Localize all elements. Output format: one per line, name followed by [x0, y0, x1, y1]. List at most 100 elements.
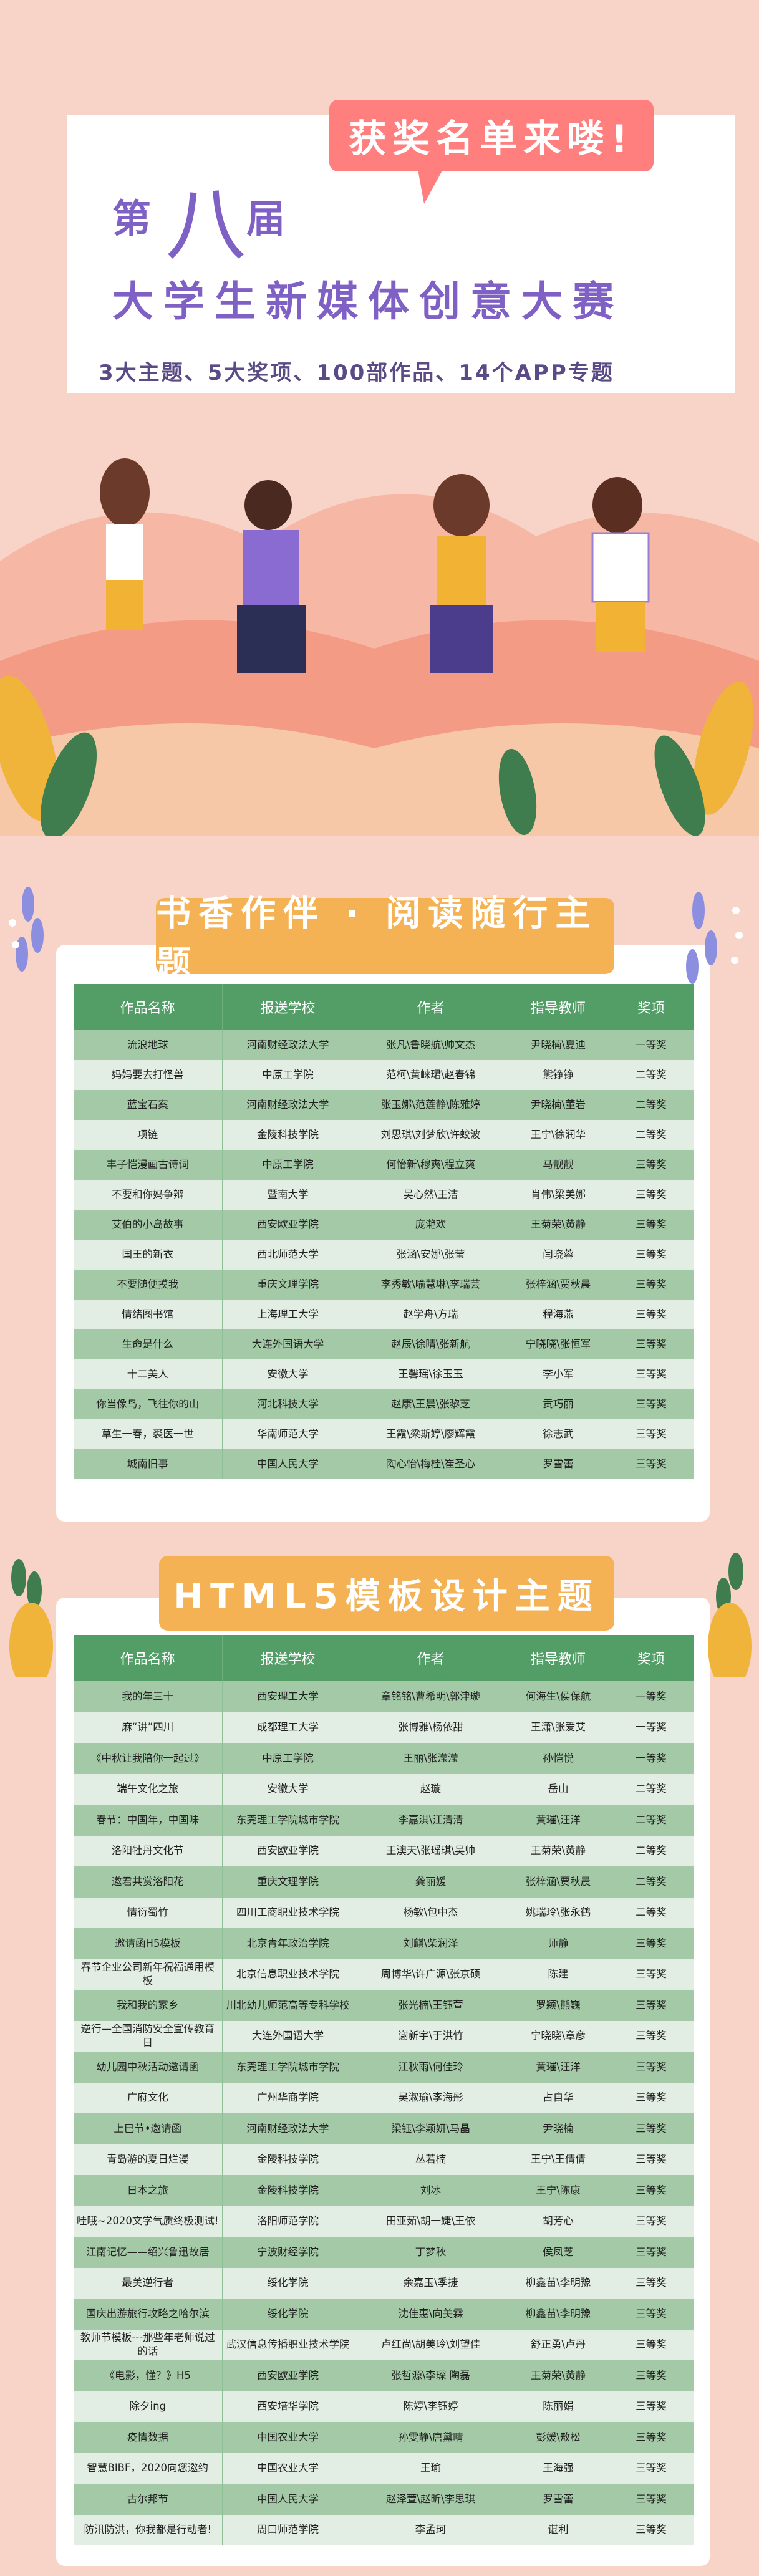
- advisor-cell: 王海强: [508, 2453, 609, 2484]
- school-cell: 安徽大学: [222, 1359, 354, 1389]
- award-cell: 一等奖: [609, 1712, 694, 1743]
- award-cell: 一等奖: [609, 1743, 694, 1774]
- author-cell: 章铭铭\曹希明\郭津璇: [354, 1681, 508, 1712]
- advisor-cell: 黄璀\汪洋: [508, 2052, 609, 2083]
- school-cell: 暨南大学: [222, 1180, 354, 1210]
- table-row: 哇哦~2020文学气质终极测试! 洛阳师范学院 田亚茹\胡一婕\王依 胡芳心 三等奖: [74, 2206, 694, 2237]
- award-cell: 二等奖: [609, 1897, 694, 1928]
- school-cell: 洛阳师范学院: [222, 2206, 354, 2237]
- school-cell: 北京青年政治学院: [222, 1928, 354, 1959]
- table-row: 国王的新衣 西北师范大学 张涵\安娜\张莹 闫晓蓉 三等奖: [74, 1240, 694, 1270]
- school-cell: 西安理工大学: [222, 1681, 354, 1712]
- award-cell: 三等奖: [609, 2237, 694, 2268]
- work-name-cell: 不要和你妈争辩: [74, 1180, 223, 1210]
- advisor-cell: 熊铮铮: [508, 1060, 609, 1090]
- table-row: 端午文化之旅 安徽大学 赵璇 岳山 二等奖: [74, 1773, 694, 1805]
- author-cell: 李秀敏\喻慧琳\李瑞芸: [354, 1270, 508, 1300]
- work-name-cell: 国庆出游旅行攻略之哈尔滨: [74, 2299, 223, 2330]
- school-cell: 宁波财经学院: [222, 2237, 354, 2268]
- work-name-cell: 逆行—全国消防安全宣传教育日: [74, 2020, 223, 2052]
- award-cell: 三等奖: [609, 2484, 694, 2515]
- table-row: 草生一春，裘医一世 华南师范大学 王霞\梁斯婷\廖辉霞 徐志武 三等奖: [74, 1419, 694, 1449]
- table-row: 妈妈要去打怪兽 中原工学院 范柯\黄崃珺\赵春锦 熊铮铮 二等奖: [74, 1060, 694, 1090]
- school-cell: 西安培华学院: [222, 2391, 354, 2422]
- work-name-cell: 情衍蜀竹: [74, 1897, 223, 1928]
- work-name-cell: 上巳节•邀请函: [74, 2113, 223, 2144]
- table-row: 我的年三十 西安理工大学 章铭铭\曹希明\郭津璇 何海生\侯保航 一等奖: [74, 1681, 694, 1712]
- table-row: 我和我的家乡 川北幼儿师范高等专科学校 张光楠\王钰萱 罗颖\熊巍 三等奖: [74, 1990, 694, 2021]
- table-row: 广府文化 广州华商学院 吴淑瑜\李海彤 占自华 三等奖: [74, 2082, 694, 2113]
- author-cell: 王霞\梁斯婷\廖辉霞: [354, 1419, 508, 1449]
- author-cell: 丛若楠: [354, 2144, 508, 2175]
- section1-title-badge: 书香作伴 · 阅读随行主题: [156, 894, 614, 985]
- author-cell: 李嘉淇\江清清: [354, 1805, 508, 1836]
- table-row: 不要和你妈争辩 暨南大学 吴心然\王洁 肖伟\梁美娜 三等奖: [74, 1180, 694, 1210]
- award-cell: 三等奖: [609, 2082, 694, 2113]
- school-cell: 广州华商学院: [222, 2082, 354, 2113]
- school-cell: 大连外国语大学: [222, 1329, 354, 1359]
- table-row: 流浪地球 河南财经政法大学 张凡\鲁晓航\帅文杰 尹晓楠\夏迪 一等奖: [74, 1030, 694, 1060]
- work-name-cell: 哇哦~2020文学气质终极测试!: [74, 2206, 223, 2237]
- work-name-cell: 你当像鸟，飞往你的山: [74, 1389, 223, 1419]
- author-cell: 刘冰: [354, 2175, 508, 2206]
- table-row: 除夕ing 西安培华学院 陈婷\李钰婷 陈丽娟 三等奖: [74, 2391, 694, 2422]
- award-cell: 二等奖: [609, 1773, 694, 1805]
- table-row: 智慧BIBF，2020向您邀约 中国农业大学 王瑜 王海强 三等奖: [74, 2453, 694, 2484]
- author-cell: 刘麒\柴润泽: [354, 1928, 508, 1959]
- work-name-cell: 洛阳牡丹文化节: [74, 1835, 223, 1866]
- advisor-cell: 彭媛\敖松: [508, 2422, 609, 2453]
- work-name-cell: 十二美人: [74, 1359, 223, 1389]
- section2-award-table: 作品名称 报送学校 作者 指导教师 奖项 我的年三十 西安理工大学 章铭铭\曹希明\…: [74, 1635, 694, 2545]
- work-name-cell: 春节：中国年，中国味: [74, 1805, 223, 1836]
- column-header-award: 奖项: [609, 1635, 694, 1681]
- advisor-cell: 侯凤芝: [508, 2237, 609, 2268]
- advisor-cell: 宁晓晓\张恒军: [508, 1329, 609, 1359]
- work-name-cell: 青岛游的夏日烂漫: [74, 2144, 223, 2175]
- work-name-cell: 流浪地球: [74, 1030, 223, 1060]
- work-name-cell: 国王的新衣: [74, 1240, 223, 1270]
- work-name-cell: 邀请函H5模板: [74, 1928, 223, 1959]
- school-cell: 中原工学院: [222, 1150, 354, 1180]
- person-2: [237, 480, 306, 673]
- column-header-author: 作者: [354, 984, 508, 1030]
- award-cell: 三等奖: [609, 2329, 694, 2360]
- award-cell: 三等奖: [609, 2144, 694, 2175]
- speech-bubble-tail: [418, 170, 443, 204]
- work-name-cell: 最美逆行者: [74, 2267, 223, 2299]
- advisor-cell: 肖伟\梁美娜: [508, 1180, 609, 1210]
- work-name-cell: 生命是什么: [74, 1329, 223, 1359]
- person-4: [591, 477, 650, 652]
- school-cell: 中原工学院: [222, 1060, 354, 1090]
- speech-bubble: 获奖名单来喽!: [329, 100, 654, 171]
- school-cell: 川北幼儿师范高等专科学校: [222, 1990, 354, 2021]
- work-name-cell: 情绪图书馆: [74, 1300, 223, 1329]
- award-cell: 二等奖: [609, 1120, 694, 1150]
- advisor-cell: 柳鑫苗\李明豫: [508, 2267, 609, 2299]
- author-cell: 谢新宇\于洪竹: [354, 2020, 508, 2052]
- school-cell: 金陵科技学院: [222, 2175, 354, 2206]
- table-row: 情衍蜀竹 四川工商职业技术学院 杨敏\包中杰 姚瑞玲\张永鹤 二等奖: [74, 1897, 694, 1928]
- author-cell: 王澳天\张瑶琪\吴帅: [354, 1835, 508, 1866]
- author-cell: 田亚茹\胡一婕\王依: [354, 2206, 508, 2237]
- advisor-cell: 闫晓蓉: [508, 1240, 609, 1270]
- school-cell: 重庆文理学院: [222, 1866, 354, 1898]
- edition-number: 八: [165, 177, 247, 272]
- jumping-students-illustration: [0, 458, 759, 836]
- column-header-work: 作品名称: [74, 1635, 223, 1681]
- school-cell: 成都理工大学: [222, 1712, 354, 1743]
- award-cell: 三等奖: [609, 1389, 694, 1419]
- work-name-cell: 教师节模板---那些年老师说过的话: [74, 2329, 223, 2360]
- award-cell: 三等奖: [609, 1959, 694, 1990]
- advisor-cell: 孙恺悦: [508, 1743, 609, 1774]
- author-cell: 陈婷\李钰婷: [354, 2391, 508, 2422]
- advisor-cell: 尹晓楠: [508, 2113, 609, 2144]
- award-cell: 三等奖: [609, 1210, 694, 1240]
- work-name-cell: 江南记忆——绍兴鲁迅故居: [74, 2237, 223, 2268]
- advisor-cell: 王菊荣\黄静: [508, 1210, 609, 1240]
- advisor-cell: 尹晓楠\董岩: [508, 1090, 609, 1120]
- school-cell: 西北师范大学: [222, 1240, 354, 1270]
- work-name-cell: 麻“讲”四川: [74, 1712, 223, 1743]
- author-cell: 梁钰\李颖妍\马晶: [354, 2113, 508, 2144]
- table-row: 城南旧事 中国人民大学 陶心怡\梅桂\崔圣心 罗雪蕾 三等奖: [74, 1449, 694, 1479]
- table-row: 幼儿园中秋活动邀请函 东莞理工学院城市学院 江秋雨\何佳玲 黄璀\汪洋 三等奖: [74, 2052, 694, 2083]
